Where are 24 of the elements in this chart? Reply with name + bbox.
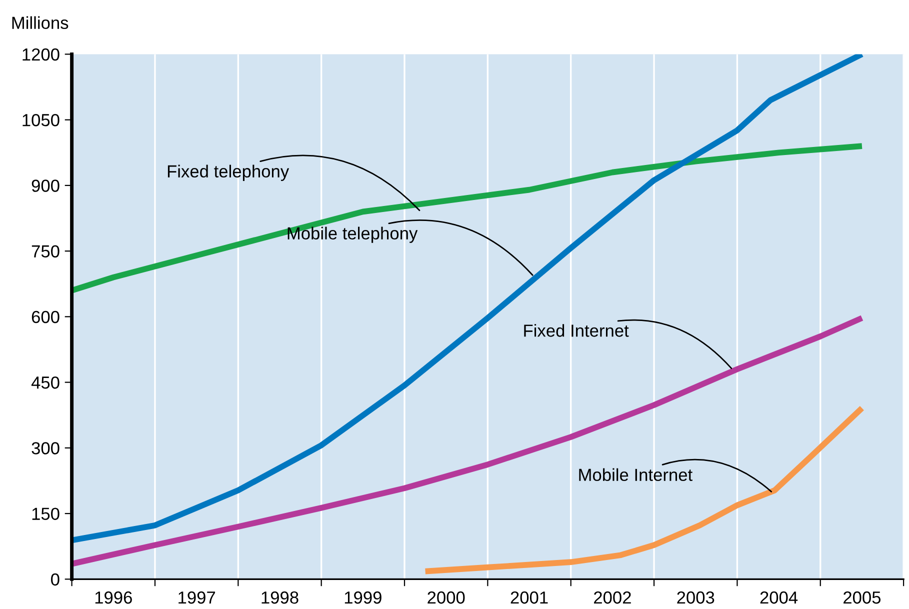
x-tick-label: 2005 [844,591,881,604]
y-tick-label: 900 [32,180,60,192]
x-tick-label: 1996 [95,591,132,604]
annotation: Fixed telephony [168,164,290,181]
y-tick-label: 450 [31,376,60,389]
annotation: Mobile telephony [288,226,418,243]
y-tick-label: 1050 [22,114,60,126]
y-tick-label: 0 [51,573,60,586]
x-tick-label: 2004 [760,591,798,604]
y-tick-label: 600 [32,310,60,324]
x-tick-label: 2003 [677,591,714,604]
x-tick-label: 1999 [344,591,382,604]
annotation: Fixed Internet [524,324,629,337]
annotation: Mobile Internet [579,468,692,482]
y-tick-label: 300 [32,442,60,454]
y-tick-label: 150 [32,508,60,520]
x-tick-label: 2001 [510,591,548,604]
x-tick-label: 1998 [262,591,298,604]
y-tick-label: 1200 [22,48,60,61]
x-tick-label: 2002 [594,591,631,604]
y-tick-label: 750 [32,245,60,258]
x-tick-label: 1997 [178,591,216,604]
y-axis-title: Millions [12,16,68,30]
x-tick-label: 2000 [428,591,465,604]
